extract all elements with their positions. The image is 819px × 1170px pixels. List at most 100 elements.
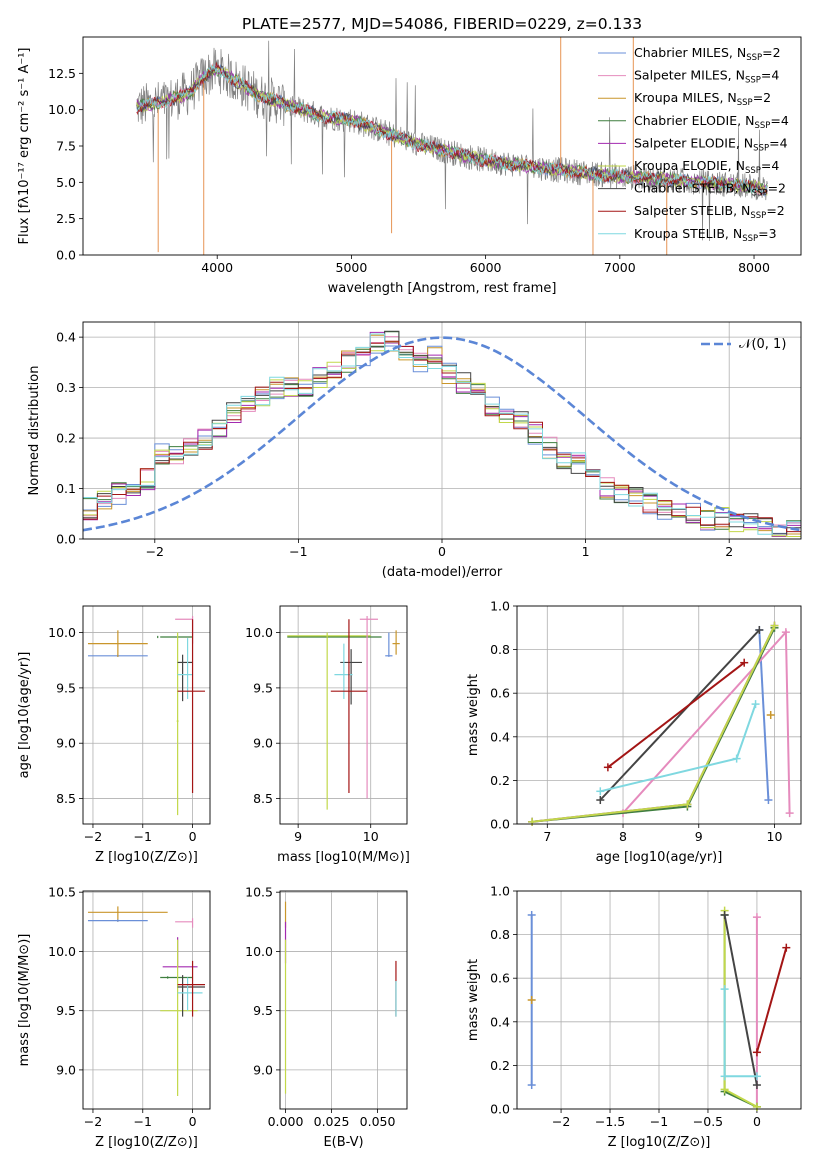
residual-panel: −2 −1 0 1 2 0.0 0.1 0.2 0.3 0.4 (data-model)/error…	[27, 321, 802, 580]
x-tick-label: 0.000	[268, 1114, 304, 1129]
y-tick-label: 8.5	[56, 791, 76, 806]
x-tick-label: −2	[552, 1114, 570, 1129]
age-vs-Z-panel: −2 −1 0 8.5 9.0 9.5 10.0 Z [log10(Z/Z⊙)] age [lo…	[17, 605, 211, 865]
y-tick-label: 0.3	[56, 380, 76, 395]
x-tick-label: −2	[146, 544, 164, 559]
y-tick-label: 10.0	[245, 944, 273, 959]
mass-weight-line	[758, 629, 770, 801]
y-tick-label: 10.0	[48, 944, 76, 959]
mass-weight-line	[531, 625, 776, 823]
errorbar-plot-area	[287, 615, 400, 810]
y-tick-label: 0.2	[490, 1058, 510, 1073]
legend-label: Chabrier STELIB, NSSP=2	[634, 181, 786, 199]
figure-title: PLATE=2577, MJD=54086, FIBERID=0229, z=0…	[242, 15, 642, 33]
y-tick-label: 0.8	[490, 927, 510, 942]
model-spectrum-line	[136, 62, 768, 196]
legend-label: Kroupa ELODIE, NSSP=4	[634, 158, 779, 176]
legend-label: Kroupa STELIB, NSSP=3	[634, 226, 777, 244]
model-spectrum-line	[136, 66, 768, 196]
y-tick-label: 12.5	[48, 66, 76, 81]
x-tick-label: −1.5	[595, 1114, 625, 1129]
y-axis-label: age [log10(age/yr)]	[17, 652, 32, 779]
y-tick-label: 10.5	[48, 885, 76, 900]
y-tick-label: 10.0	[48, 625, 76, 640]
x-tick-label: −1	[289, 544, 307, 559]
y-tick-label: 9.5	[253, 1003, 273, 1018]
axes-frame	[82, 321, 802, 540]
legend-label: Salpeter STELIB, NSSP=2	[634, 203, 785, 221]
mass-vs-Z-panel: −2 −1 0 9.0 9.5 10.0 10.5 Z [log10(Z/Z⊙)] mass […	[17, 885, 211, 1150]
spectrum-panel: 4000 5000 6000 7000 8000 0.0 2.5 5.0 7.5 10.0 12.5…	[17, 36, 802, 296]
x-tick-label: 8000	[738, 260, 770, 275]
x-tick-label: 10	[767, 829, 783, 844]
axes-frame	[82, 605, 211, 825]
axes-frame	[516, 890, 802, 1110]
errorbar-plot-area	[284, 901, 397, 1094]
y-axis-label: Flux [fλ10⁻¹⁷ erg cm⁻² s⁻¹ A⁻¹]	[17, 48, 32, 245]
x-tick-label: 10	[363, 829, 379, 844]
x-axis-label: Z [log10(Z/Z⊙)]	[608, 1135, 711, 1150]
mass-weight-line	[532, 627, 776, 823]
y-tick-label: 1.0	[490, 599, 510, 614]
x-axis-label: Z [log10(Z/Z⊙)]	[95, 850, 198, 865]
x-tick-label: 2	[725, 544, 733, 559]
age-vs-mass-panel: 9 10 8.5 9.0 9.5 10.0 mass [log10(M/M⊙)]	[245, 605, 410, 865]
y-tick-label: 10.0	[48, 102, 76, 117]
legend-label: 𝒩(0, 1)	[739, 337, 786, 352]
x-axis-label: age [log10(age/yr)]	[596, 850, 723, 865]
y-tick-label: 0.2	[490, 773, 510, 788]
x-tick-label: 0.050	[360, 1114, 396, 1129]
x-tick-label: −0.5	[693, 1114, 723, 1129]
y-tick-label: 0.8	[490, 642, 510, 657]
y-axis-label: mass weight	[466, 674, 481, 756]
x-tick-label: 0	[189, 1114, 197, 1129]
x-tick-label: −1	[134, 1114, 152, 1129]
mass-weight-line	[607, 661, 745, 769]
y-tick-label: 0.6	[490, 971, 510, 986]
axes-frame	[279, 605, 408, 825]
mass-weight-line	[599, 629, 761, 801]
legend-label: Kroupa MILES, NSSP=2	[634, 90, 771, 108]
axes-frame	[82, 890, 211, 1110]
model-spectrum-line	[136, 64, 768, 195]
axes-frame	[279, 890, 408, 1110]
x-tick-label: 7000	[604, 260, 636, 275]
x-tick-label: 0	[189, 829, 197, 844]
y-tick-label: 0.0	[490, 817, 510, 832]
y-tick-label: 5.0	[56, 175, 76, 190]
y-axis-label: mass [log10(M/M⊙)]	[17, 934, 32, 1067]
gaussian-reference-line	[83, 336, 801, 532]
massweight-vs-age-panel: 7 8 9 10 0.0 0.2 0.4 0.6 0.8 1.0 age [log10(age/yr…	[466, 599, 802, 865]
y-tick-label: 0.6	[490, 686, 510, 701]
y-tick-label: 10.0	[245, 625, 273, 640]
x-axis-label: wavelength [Angstrom, rest frame]	[328, 281, 557, 296]
x-tick-label: 1	[582, 544, 590, 559]
x-tick-label: −1	[650, 1114, 668, 1129]
y-tick-label: 8.5	[253, 791, 273, 806]
x-tick-label: 0.025	[314, 1114, 350, 1129]
residual-plot-area	[83, 330, 801, 537]
errorbar-plot-area	[87, 615, 206, 816]
y-tick-label: 9.0	[253, 1062, 273, 1077]
x-tick-label: 5000	[336, 260, 368, 275]
y-tick-label: 2.5	[56, 211, 76, 226]
y-tick-label: 0.4	[490, 729, 510, 744]
x-tick-label: 7	[543, 829, 551, 844]
y-tick-label: 0.2	[56, 431, 76, 446]
errorbar-plot-area	[87, 906, 206, 1096]
x-tick-label: −2	[84, 829, 102, 844]
x-tick-label: 4000	[201, 260, 233, 275]
y-tick-label: 9.0	[56, 736, 76, 751]
x-tick-label: 6000	[470, 260, 502, 275]
y-axis-label: Normed distribution	[27, 366, 42, 496]
mass-weight-line	[531, 625, 776, 823]
legend-label: Chabrier ELODIE, NSSP=4	[634, 113, 789, 131]
spectrum-plot-area	[136, 37, 768, 255]
y-tick-label: 7.5	[56, 139, 76, 154]
y-tick-label: 0.0	[490, 1102, 510, 1117]
x-axis-label: E(B-V)	[323, 1135, 363, 1150]
y-tick-label: 0.1	[56, 481, 76, 496]
x-axis-label: Z [log10(Z/Z⊙)]	[95, 1135, 198, 1150]
mass-weight-line	[723, 914, 758, 1086]
x-tick-label: 0	[438, 544, 446, 559]
